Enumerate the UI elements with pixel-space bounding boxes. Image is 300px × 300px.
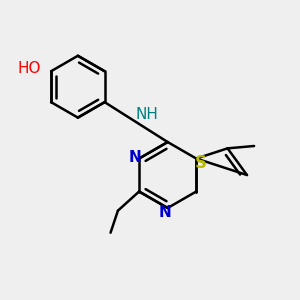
Text: N: N — [158, 205, 171, 220]
Text: S: S — [195, 154, 207, 172]
Text: N: N — [128, 150, 141, 165]
Text: NH: NH — [135, 107, 158, 122]
Text: HO: HO — [17, 61, 41, 76]
